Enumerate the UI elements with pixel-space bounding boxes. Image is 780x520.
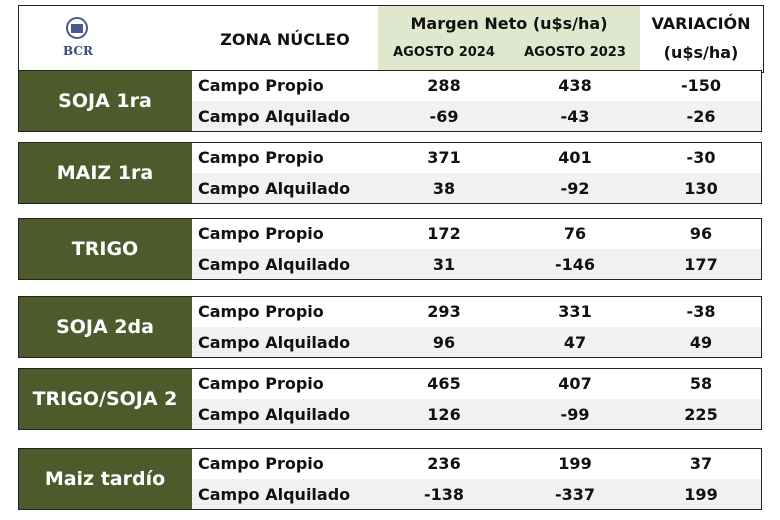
row-label: Campo Alquilado <box>198 255 351 274</box>
row-label: Campo Propio <box>198 374 324 393</box>
group-border <box>18 142 762 204</box>
row-bg <box>192 399 762 430</box>
row-label: Campo Alquilado <box>198 405 351 424</box>
col-2024-header: AGOSTO 2024 <box>393 44 495 60</box>
group-border <box>18 70 762 132</box>
value-cell: 130 <box>684 179 718 198</box>
row-bg <box>192 296 762 327</box>
value-cell: 49 <box>689 333 713 352</box>
logo-icon <box>66 17 88 39</box>
value-cell: 331 <box>558 302 592 321</box>
row-label: Campo Alquilado <box>198 485 351 504</box>
margin-header: Margen Neto (u$s/ha) <box>410 13 608 33</box>
margin-header-bg <box>378 6 640 70</box>
row-label: Campo Propio <box>198 148 324 167</box>
row-bg <box>192 101 762 132</box>
row-bg <box>192 173 762 204</box>
crop-label: TRIGO <box>18 218 192 280</box>
value-cell: -92 <box>560 179 590 198</box>
row-label: Campo Propio <box>198 224 324 243</box>
row-bg <box>192 368 762 399</box>
crop-label: Maiz tardío <box>18 448 192 510</box>
col-2023-header: AGOSTO 2023 <box>524 44 626 60</box>
row-bg <box>192 218 762 249</box>
row-label: Campo Alquilado <box>198 333 351 352</box>
variation-unit: (u$s/ha) <box>663 42 739 62</box>
zone-header: ZONA NÚCLEO <box>220 29 350 49</box>
crop-label: SOJA 1ra <box>18 70 192 132</box>
row-bg <box>192 249 762 280</box>
row-bg <box>192 142 762 173</box>
value-cell: 465 <box>427 374 461 393</box>
value-cell: -99 <box>560 405 590 424</box>
value-cell: 76 <box>563 224 587 243</box>
row-label: Campo Alquilado <box>198 107 351 126</box>
value-cell: 37 <box>689 454 713 473</box>
row-bg <box>192 448 762 479</box>
row-bg <box>192 70 762 101</box>
value-cell: 126 <box>427 405 461 424</box>
row-label: Campo Propio <box>198 76 324 95</box>
value-cell: 199 <box>558 454 592 473</box>
variation-header: VARIACIÓN <box>651 13 751 33</box>
group-border <box>18 296 762 358</box>
group-border <box>18 448 762 510</box>
row-bg <box>192 327 762 358</box>
value-cell: 371 <box>427 148 461 167</box>
value-cell: 407 <box>558 374 592 393</box>
row-label: Campo Propio <box>198 454 324 473</box>
crop-label: TRIGO/SOJA 2 <box>18 368 192 430</box>
value-cell: -337 <box>554 485 596 504</box>
value-cell: 225 <box>684 405 718 424</box>
group-border <box>18 368 762 430</box>
crop-label: MAIZ 1ra <box>18 142 192 204</box>
value-cell: 401 <box>558 148 592 167</box>
value-cell: 96 <box>689 224 713 243</box>
value-cell: -150 <box>680 76 722 95</box>
value-cell: -38 <box>686 302 716 321</box>
value-cell: 31 <box>432 255 456 274</box>
value-cell: 177 <box>684 255 718 274</box>
group-border <box>18 218 762 280</box>
value-cell: -69 <box>429 107 459 126</box>
value-cell: 172 <box>427 224 461 243</box>
value-cell: -43 <box>560 107 590 126</box>
value-cell: 199 <box>684 485 718 504</box>
row-label: Campo Alquilado <box>198 179 351 198</box>
value-cell: 96 <box>432 333 456 352</box>
row-bg <box>192 479 762 510</box>
value-cell: 58 <box>689 374 713 393</box>
value-cell: -26 <box>686 107 716 126</box>
value-cell: 288 <box>427 76 461 95</box>
logo-text: BCR <box>63 44 93 58</box>
value-cell: -138 <box>423 485 465 504</box>
value-cell: 438 <box>558 76 592 95</box>
value-cell: 47 <box>563 333 587 352</box>
value-cell: -146 <box>554 255 596 274</box>
row-label: Campo Propio <box>198 302 324 321</box>
value-cell: -30 <box>686 148 716 167</box>
value-cell: 293 <box>427 302 461 321</box>
value-cell: 38 <box>432 179 456 198</box>
value-cell: 236 <box>427 454 461 473</box>
crop-label: SOJA 2da <box>18 296 192 358</box>
